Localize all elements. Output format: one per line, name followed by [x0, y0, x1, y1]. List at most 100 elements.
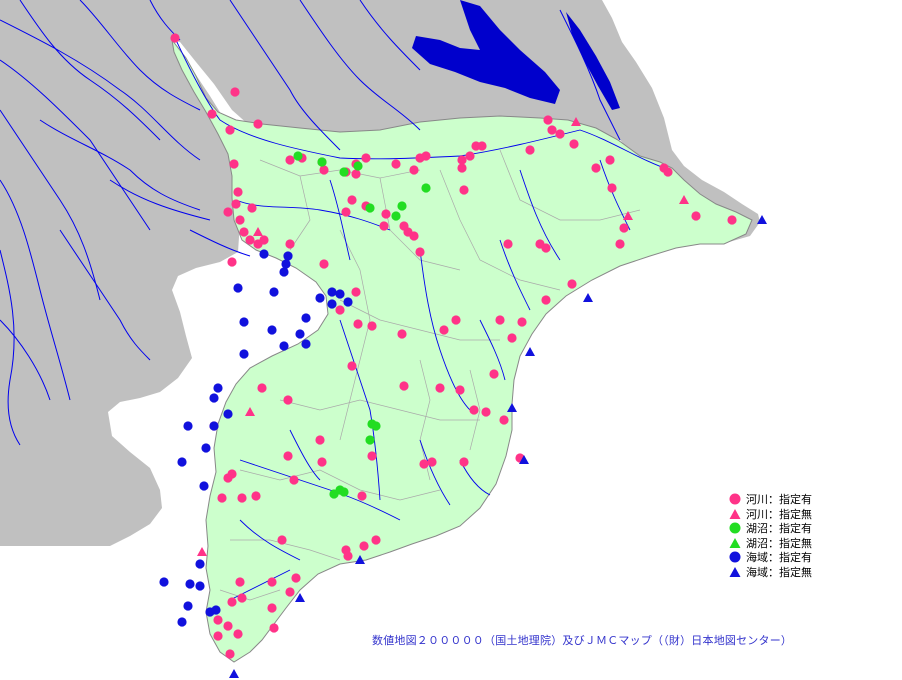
site-marker — [245, 407, 255, 416]
site-marker — [225, 125, 235, 135]
site-marker — [569, 139, 579, 149]
site-marker — [195, 581, 205, 591]
site-marker — [201, 443, 211, 453]
legend-item: 海域：指定有 — [728, 550, 878, 565]
site-marker — [301, 339, 311, 349]
site-marker — [285, 587, 295, 597]
site-marker — [237, 593, 247, 603]
legend-label: 海域：指定有 — [746, 551, 812, 565]
site-marker — [605, 155, 615, 165]
site-marker — [230, 87, 240, 97]
site-marker — [289, 475, 299, 485]
kitaura-lake — [566, 12, 620, 110]
site-marker — [489, 369, 499, 379]
legend-label: 河川：指定無 — [746, 507, 812, 521]
site-marker — [209, 421, 219, 431]
map-credit: 数値地図２０００００（国土地理院）及びＪＭＣマップ（（財）日本地図センター） — [372, 634, 793, 647]
site-marker — [391, 211, 401, 221]
site-marker — [541, 243, 551, 253]
site-marker — [459, 457, 469, 467]
site-marker — [519, 455, 529, 464]
site-marker — [327, 299, 337, 309]
legend-item: 湖沼：指定無 — [728, 536, 878, 551]
monitoring-sites — [159, 33, 767, 678]
site-marker — [359, 541, 369, 551]
site-marker — [279, 341, 289, 351]
site-marker — [245, 235, 255, 245]
site-marker — [495, 315, 505, 325]
site-marker — [343, 551, 353, 561]
site-marker — [317, 457, 327, 467]
site-marker — [209, 393, 219, 403]
kasumigaura-lake — [412, 0, 560, 104]
site-marker — [357, 491, 367, 501]
site-marker — [315, 435, 325, 445]
site-marker — [543, 115, 553, 125]
legend-item: 海域：指定無 — [728, 565, 878, 580]
legend-item: 河川：指定無 — [728, 507, 878, 522]
site-marker — [317, 157, 327, 167]
site-marker — [343, 297, 353, 307]
site-marker — [517, 317, 527, 327]
site-marker — [409, 165, 419, 175]
site-marker — [381, 209, 391, 219]
site-marker — [231, 199, 241, 209]
site-marker — [291, 573, 301, 583]
site-marker — [503, 239, 513, 249]
legend-triangle-icon — [728, 565, 742, 579]
site-marker — [583, 293, 593, 302]
site-marker — [615, 239, 625, 249]
site-marker — [239, 317, 249, 327]
site-marker — [217, 493, 227, 503]
site-marker — [197, 547, 207, 556]
site-marker — [435, 383, 445, 393]
site-marker — [571, 117, 581, 126]
site-marker — [525, 145, 535, 155]
site-marker — [679, 195, 689, 204]
site-marker — [225, 649, 235, 659]
legend-triangle-icon — [728, 507, 742, 521]
site-marker — [239, 349, 249, 359]
legend-label: 河川：指定有 — [746, 493, 812, 507]
site-marker — [283, 251, 293, 261]
site-marker — [663, 167, 673, 177]
site-marker — [283, 451, 293, 461]
site-marker — [227, 597, 237, 607]
site-marker — [235, 577, 245, 587]
legend-circle-icon — [728, 550, 742, 564]
site-marker — [419, 459, 429, 469]
site-marker — [257, 383, 267, 393]
site-marker — [213, 631, 223, 641]
site-marker — [223, 621, 233, 631]
site-marker — [399, 381, 409, 391]
site-marker — [223, 207, 233, 217]
site-marker — [183, 601, 193, 611]
site-marker — [547, 125, 557, 135]
legend-triangle-icon — [728, 536, 742, 550]
site-marker — [409, 231, 419, 241]
site-marker — [481, 407, 491, 417]
site-marker — [757, 215, 767, 224]
site-marker — [295, 329, 305, 339]
site-marker — [347, 361, 357, 371]
site-marker — [251, 491, 261, 501]
site-marker — [459, 185, 469, 195]
site-marker — [541, 295, 551, 305]
site-marker — [499, 415, 509, 425]
site-marker — [507, 333, 517, 343]
site-marker — [229, 669, 239, 678]
site-marker — [351, 169, 361, 179]
site-marker — [397, 201, 407, 211]
site-marker — [170, 33, 180, 43]
site-marker — [233, 283, 243, 293]
site-marker — [253, 119, 263, 129]
site-marker — [469, 405, 479, 415]
legend-item: 河川：指定有 — [728, 492, 878, 507]
site-marker — [183, 421, 193, 431]
site-marker — [727, 215, 737, 225]
site-marker — [283, 395, 293, 405]
site-marker — [353, 161, 363, 171]
site-marker — [269, 623, 279, 633]
site-marker — [239, 227, 249, 237]
site-marker — [623, 211, 633, 220]
